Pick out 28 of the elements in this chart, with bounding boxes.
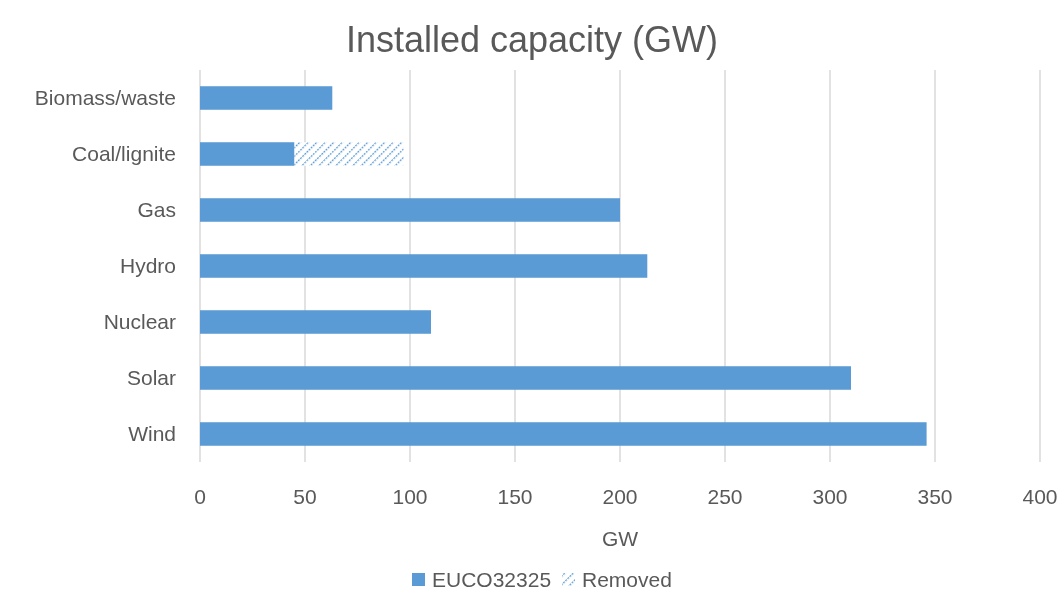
y-tick-label: Hydro — [119, 254, 176, 277]
y-tick-label: Biomass/waste — [34, 86, 176, 109]
x-tick-label: 200 — [602, 485, 638, 508]
x-tick-label: 150 — [497, 485, 533, 508]
x-tick-label: 250 — [707, 485, 743, 508]
bar — [200, 366, 851, 390]
x-tick-label: 350 — [917, 485, 953, 508]
y-tick-label: Gas — [137, 198, 176, 221]
bar — [200, 422, 927, 446]
y-tick-label: Nuclear — [103, 310, 176, 333]
chart-title: Installed capacity (GW) — [345, 19, 719, 60]
bar — [200, 86, 333, 110]
x-tick-label: 50 — [293, 485, 317, 508]
bar — [294, 142, 404, 166]
y-tick-label: Wind — [128, 422, 176, 445]
y-tick-label: Solar — [126, 366, 176, 389]
legend-label: Removed — [582, 568, 672, 591]
bar — [200, 254, 648, 278]
legend-label: EUCO32325 — [432, 568, 552, 591]
bar — [200, 142, 295, 166]
x-tick-label: 0 — [194, 485, 206, 508]
x-tick-label: 400 — [1022, 485, 1058, 508]
x-tick-label: 300 — [812, 485, 848, 508]
bar — [200, 310, 431, 334]
x-axis-title: GW — [601, 527, 639, 550]
x-tick-label: 100 — [392, 485, 428, 508]
bar — [200, 198, 620, 222]
y-tick-label: Coal/lignite — [72, 142, 176, 165]
